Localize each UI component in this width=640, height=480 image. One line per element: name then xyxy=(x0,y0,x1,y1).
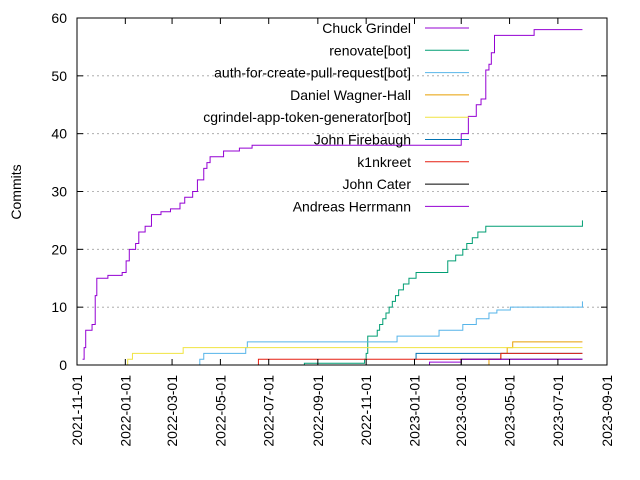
series-line-4 xyxy=(116,347,583,366)
x-tick-label: 2022-01-01 xyxy=(117,375,133,447)
x-tick-label: 2021-11-01 xyxy=(69,375,85,446)
legend-label-2: auth-for-create-pull-request[bot] xyxy=(214,65,411,81)
x-tick-label: 2022-11-01 xyxy=(358,375,374,446)
legend-label-4: cgrindel-app-token-generator[bot] xyxy=(203,109,411,125)
y-tick-label: 40 xyxy=(51,126,67,142)
y-axis-title: Commits xyxy=(8,164,24,219)
x-tick-label: 2022-07-01 xyxy=(261,375,277,447)
x-tick-label: 2023-09-01 xyxy=(599,375,615,447)
y-tick-label: 30 xyxy=(51,184,67,200)
legend-label-6: k1nkreet xyxy=(357,154,411,170)
x-tick-label: 2022-09-01 xyxy=(310,375,326,447)
series-line-2 xyxy=(198,301,583,366)
series-line-0 xyxy=(82,29,583,360)
x-tick-label: 2023-05-01 xyxy=(502,375,518,447)
y-tick-label: 20 xyxy=(51,241,67,257)
y-tick-label: 60 xyxy=(51,10,67,26)
legend-label-3: Daniel Wagner-Hall xyxy=(290,87,411,103)
legend-label-7: John Cater xyxy=(343,176,412,192)
legend-label-8: Andreas Herrmann xyxy=(293,198,411,214)
ticks-layer: 0 10 20 30 40 50 60 2021-11-01 2022-01-01 2022-03… xyxy=(51,10,615,447)
x-tick-label: 2023-07-01 xyxy=(550,375,566,447)
series-line-1 xyxy=(260,220,583,366)
y-tick-label: 0 xyxy=(59,357,67,373)
x-tick-label: 2023-01-01 xyxy=(406,375,422,447)
legend: Chuck Grindel renovate[bot] auth-for-creat… xyxy=(203,20,469,214)
x-tick-label: 2022-05-01 xyxy=(212,375,228,447)
x-tick-label: 2023-03-01 xyxy=(453,375,469,447)
legend-label-0: Chuck Grindel xyxy=(322,20,411,36)
y-tick-label: 50 xyxy=(51,68,67,84)
legend-label-1: renovate[bot] xyxy=(329,42,411,58)
y-tick-label: 10 xyxy=(51,299,67,315)
x-tick-label: 2022-03-01 xyxy=(164,375,180,447)
legend-label-5: John Firebaugh xyxy=(314,132,411,148)
series-layer xyxy=(82,29,583,366)
